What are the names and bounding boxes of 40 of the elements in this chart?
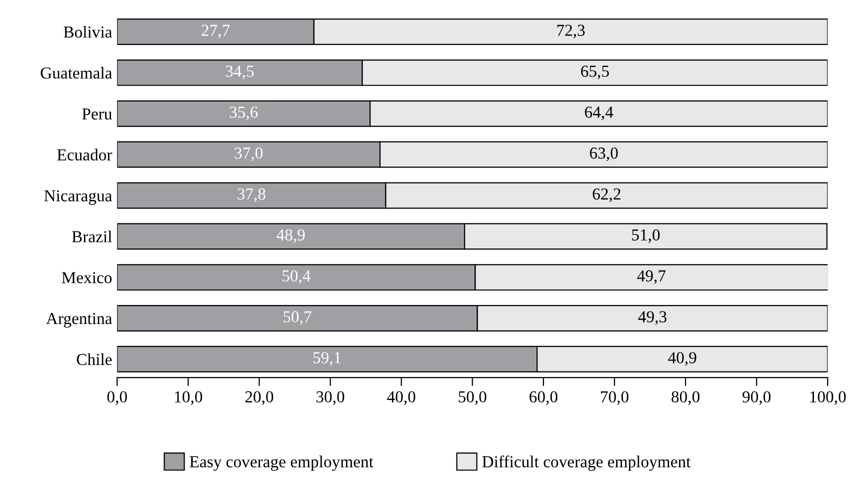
y-tick-label: Brazil bbox=[72, 230, 112, 242]
y-tick-label: Bolivia bbox=[64, 26, 112, 38]
data-label: 35,6 bbox=[230, 106, 258, 120]
x-tick-label: 40,0 bbox=[387, 391, 416, 405]
data-label: 27,7 bbox=[202, 24, 230, 38]
y-tick-label: Mexico bbox=[62, 272, 112, 284]
legend-label: Easy coverage employment bbox=[190, 456, 374, 471]
x-tick-label: 20,0 bbox=[245, 391, 274, 405]
data-label: 40,9 bbox=[668, 352, 696, 366]
data-label: 62,2 bbox=[592, 188, 620, 202]
data-label: 72,3 bbox=[557, 24, 585, 38]
data-label: 63,0 bbox=[590, 147, 618, 162]
data-label: 49,3 bbox=[638, 311, 666, 325]
data-label: 51,0 bbox=[632, 229, 660, 243]
x-tick-label: 90,0 bbox=[742, 391, 771, 405]
x-tick-label: 80,0 bbox=[672, 391, 700, 405]
y-tick-label: Nicaragua bbox=[44, 190, 112, 205]
y-tick-label: Guatemala bbox=[40, 66, 112, 79]
x-tick-label: 30,0 bbox=[316, 391, 344, 405]
data-label: 59,1 bbox=[313, 352, 341, 366]
x-tick-label: 10,0 bbox=[175, 391, 202, 405]
data-label: 64,4 bbox=[584, 106, 614, 120]
x-tick-label: 60,0 bbox=[530, 391, 558, 405]
x-tick-label: 70,0 bbox=[601, 391, 628, 405]
y-tick-label: Ecuador bbox=[57, 148, 112, 160]
data-label: 34,5 bbox=[226, 66, 254, 80]
data-label: 50,4 bbox=[282, 270, 311, 284]
x-tick-label: 0,0 bbox=[107, 391, 127, 405]
y-tick-label: Peru bbox=[82, 108, 112, 120]
y-tick-label: Chile bbox=[76, 353, 112, 366]
data-label: 50,7 bbox=[284, 311, 312, 325]
data-label: 49,7 bbox=[637, 270, 666, 284]
x-tick-label: 100,0 bbox=[810, 391, 846, 405]
data-label: 37,8 bbox=[238, 188, 266, 202]
data-label: 48,9 bbox=[276, 229, 305, 243]
data-label: 65,5 bbox=[581, 66, 609, 80]
legend-label: Difficult coverage employment bbox=[482, 455, 691, 471]
data-label: 37,0 bbox=[234, 147, 263, 162]
y-tick-label: Argentina bbox=[46, 312, 112, 328]
x-tick-label: 50,0 bbox=[458, 391, 486, 405]
